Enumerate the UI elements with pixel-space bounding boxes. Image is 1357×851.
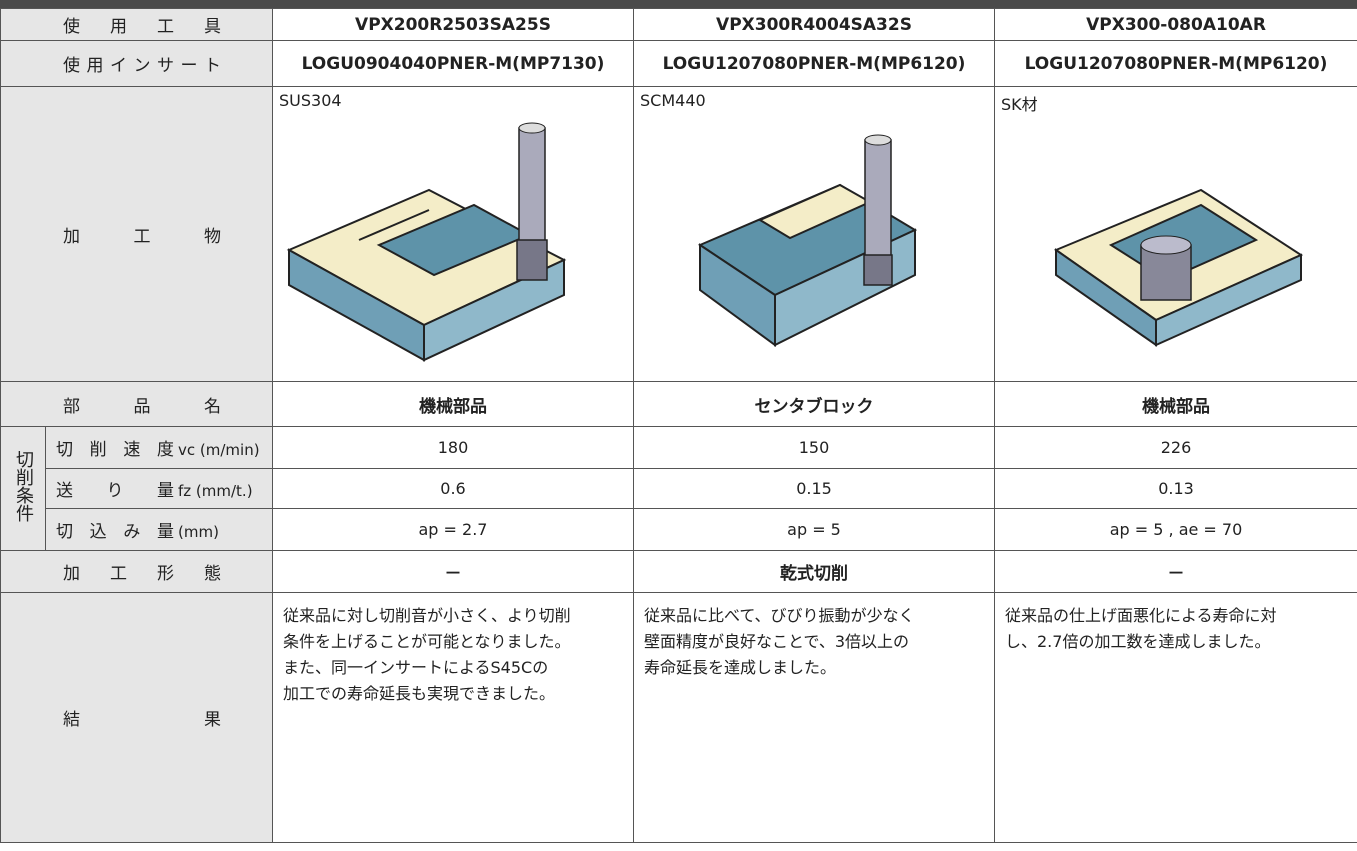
cell: SK材 bbox=[994, 86, 1357, 382]
cell: － bbox=[272, 550, 634, 593]
label-text: 部品名 bbox=[63, 396, 221, 417]
label-text: 使用インサート bbox=[63, 56, 221, 76]
cell: ap = 5 bbox=[633, 508, 995, 551]
label-text: 結果 bbox=[63, 710, 221, 730]
row-label: 切削速度 vc (m/min) bbox=[45, 426, 273, 469]
workpiece-illustration bbox=[697, 134, 918, 347]
cell: － bbox=[994, 550, 1357, 593]
unit: (mm) bbox=[178, 523, 219, 541]
cell: 機械部品 bbox=[272, 381, 634, 427]
row-label: 使用インサート bbox=[0, 40, 273, 87]
unit: fz (mm/t.) bbox=[178, 482, 253, 500]
row-label: 加工形態 bbox=[0, 550, 273, 593]
material: SCM440 bbox=[640, 91, 706, 110]
result-line: 壁面精度が良好なことで、3倍以上の bbox=[644, 632, 910, 651]
row-label: 結果 bbox=[0, 592, 273, 843]
cell: 機械部品 bbox=[994, 381, 1357, 427]
cell: 0.15 bbox=[633, 468, 995, 509]
cell: センタブロック bbox=[633, 381, 995, 427]
cell: LOGU0904040PNER-M(MP7130) bbox=[272, 40, 634, 87]
row-label: 部品名 bbox=[0, 381, 273, 427]
group-label: 切削条件 bbox=[0, 426, 46, 551]
cell: 0.6 bbox=[272, 468, 634, 509]
result-line: 従来品に比べて、びびり振動が少なく bbox=[644, 606, 915, 625]
group-text: 切削条件 bbox=[13, 450, 34, 522]
material: SUS304 bbox=[279, 91, 342, 110]
label-text: 送り量 bbox=[56, 481, 174, 501]
result-line: し、2.7倍の加工数を達成しました。 bbox=[1005, 632, 1271, 651]
result-row: 結果 従来品に対し切削音が小さく、より切削 条件を上げることが可能となりました。ま… bbox=[0, 592, 1357, 843]
cell: 150 bbox=[633, 426, 995, 469]
material: SK材 bbox=[1001, 95, 1038, 114]
result-line: 条件を上げることが可能となりました。 bbox=[283, 632, 571, 651]
unit: vc (m/min) bbox=[178, 441, 260, 459]
cell: 乾式切削 bbox=[633, 550, 995, 593]
row-label: 加工物 bbox=[0, 86, 273, 382]
workpiece-row: 加工物 SUS304 SCM440 SK材 bbox=[0, 86, 1357, 382]
label-text: 加工形態 bbox=[63, 564, 221, 584]
row-label: 使用工具 bbox=[0, 8, 273, 41]
cell: 226 bbox=[994, 426, 1357, 469]
workpiece-illustration bbox=[286, 122, 567, 362]
cell: LOGU1207080PNER-M(MP6120) bbox=[633, 40, 995, 87]
result-cell: 従来品に比べて、びびり振動が少なく 壁面精度が良好なことで、3倍以上の 寿命延長を達… bbox=[633, 592, 995, 843]
workpiece-illustration bbox=[1053, 188, 1304, 347]
result-line: 寿命延長を達成しました。 bbox=[644, 658, 837, 677]
tool-row: 使用工具 VPX200R2503SA25S VPX300R4004SA32S V… bbox=[0, 8, 1357, 41]
cell: SUS304 bbox=[272, 86, 634, 382]
feed-row: 送り量 fz (mm/t.) 0.6 0.15 0.13 bbox=[1, 468, 1357, 509]
result-line: 従来品に対し切削音が小さく、より切削 bbox=[283, 606, 571, 625]
cell: 0.13 bbox=[994, 468, 1357, 509]
label-text: 加工物 bbox=[63, 226, 221, 247]
speed-row: 切削条件 切削速度 vc (m/min) 180 150 226 bbox=[0, 426, 1357, 551]
top-bar bbox=[0, 0, 1357, 8]
result-cell: 従来品の仕上げ面悪化による寿命に対 し、2.7倍の加工数を達成しました。 bbox=[994, 592, 1357, 843]
result-line: 従来品の仕上げ面悪化による寿命に対 bbox=[1005, 606, 1277, 625]
row-label: 切込み量 (mm) bbox=[45, 508, 273, 551]
cell: VPX200R2503SA25S bbox=[272, 8, 634, 41]
label-text: 切込み量 bbox=[56, 522, 174, 542]
insert-row: 使用インサート LOGU0904040PNER-M(MP7130) LOGU12… bbox=[0, 40, 1357, 87]
cell: ap = 2.7 bbox=[272, 508, 634, 551]
cell: 180 bbox=[272, 426, 634, 469]
part-row: 部品名 機械部品 センタブロック 機械部品 bbox=[0, 381, 1357, 427]
label-text: 切削速度 bbox=[56, 440, 174, 460]
depth-row: 切込み量 (mm) ap = 2.7 ap = 5 ap = 5 , ae = 7… bbox=[1, 508, 1357, 551]
cell: LOGU1207080PNER-M(MP6120) bbox=[994, 40, 1357, 87]
cell: ap = 5 , ae = 70 bbox=[994, 508, 1357, 551]
comparison-table: 使用工具 VPX200R2503SA25S VPX300R4004SA32S V… bbox=[0, 8, 1357, 843]
result-line: また、同一インサートによるS45Cの bbox=[283, 658, 549, 677]
label-text: 使用工具 bbox=[63, 17, 221, 37]
row-label: 送り量 fz (mm/t.) bbox=[45, 468, 273, 509]
result-cell: 従来品に対し切削音が小さく、より切削 条件を上げることが可能となりました。 また、同… bbox=[272, 592, 634, 843]
cell: VPX300R4004SA32S bbox=[633, 8, 995, 41]
cell: SCM440 bbox=[633, 86, 995, 382]
mode-row: 加工形態 － 乾式切削 － bbox=[0, 550, 1357, 593]
cell: VPX300-080A10AR bbox=[994, 8, 1357, 41]
result-line: 加工での寿命延長も実現できました。 bbox=[283, 684, 556, 703]
